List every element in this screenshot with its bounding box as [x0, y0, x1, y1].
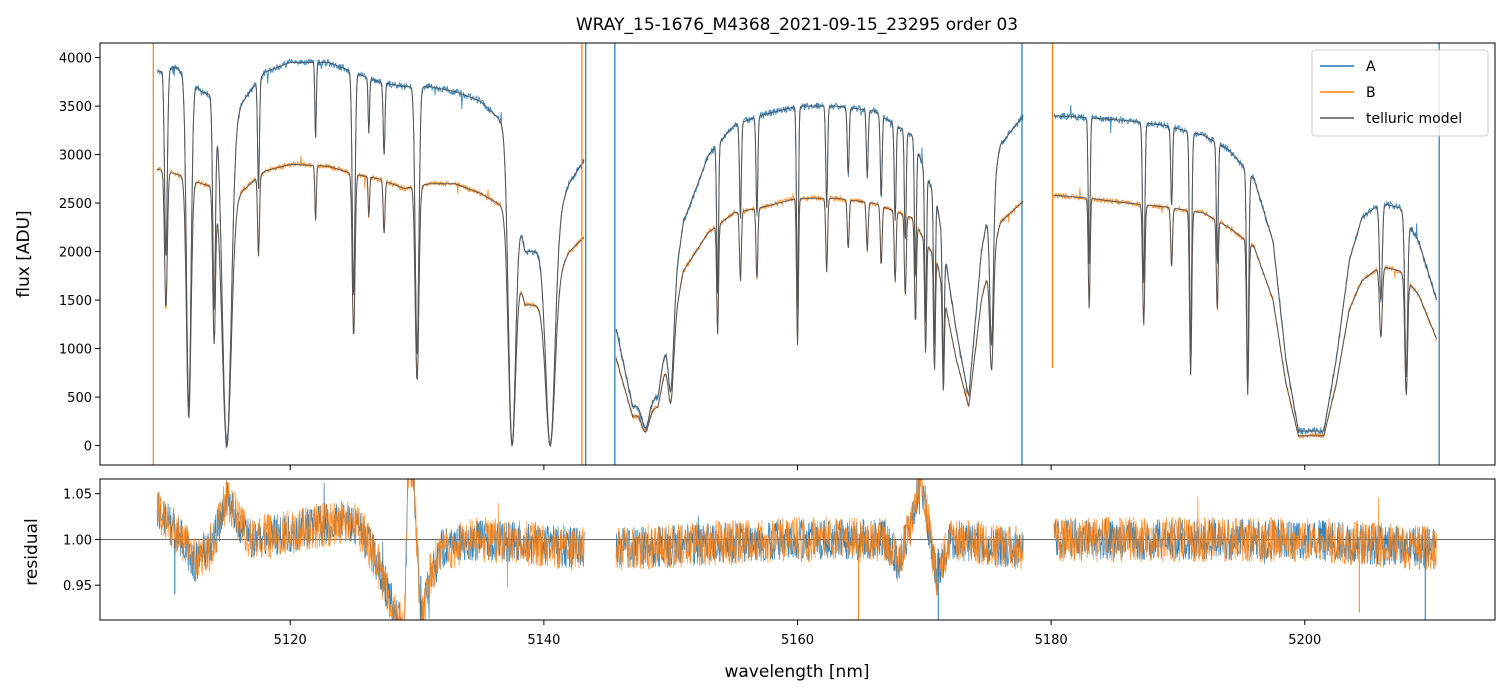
legend: A B telluric model: [1311, 49, 1489, 137]
legend-box: [1311, 49, 1489, 137]
residual-plot-area: [100, 479, 1495, 620]
residual-y-ticks: 0.95 1.00 1.05: [63, 488, 100, 594]
x-axis-label: wavelength [nm]: [724, 662, 869, 682]
spectrum-plot-area: [152, 43, 1440, 465]
spectrum-ytick-label: 500: [67, 391, 92, 406]
telluric-model-B-segment-2: [1053, 194, 1438, 437]
legend-label-A: A: [1366, 59, 1376, 75]
spectrum-y-ticks: 0 500 1000 1500 2000 2500 3000 3500 4000: [59, 52, 100, 455]
residual-ytick-label: 1.00: [63, 533, 92, 548]
telluric-model-A-segment-1: [615, 105, 1024, 429]
spectrum-telluric-model: [156, 61, 1438, 448]
spectrum-ytick-label: 2500: [59, 197, 92, 212]
residual-xtick-label: 5120: [274, 633, 307, 648]
telluric-model-B-segment-1: [615, 197, 1024, 433]
residual-B-segment-2: [1053, 496, 1437, 571]
residual-panel: 0.95 1.00 1.05 5120 5140 5160 5180 5200 residu…: [22, 478, 1496, 682]
residual-ytick-label: 1.05: [63, 488, 92, 503]
residual-xtick-label: 5180: [1035, 633, 1068, 648]
telluric-model-A-segment-2: [1053, 115, 1438, 432]
residual-B-segment-0: [156, 479, 585, 620]
residual-y-label: residual: [22, 518, 42, 585]
legend-label-B: B: [1366, 85, 1376, 101]
residual-xtick-label: 5140: [527, 633, 560, 648]
legend-label-telluric-model: telluric model: [1366, 111, 1462, 127]
spectrum-ytick-label: 1000: [59, 343, 92, 358]
chart-title: WRAY_15-1676_M4368_2021-09-15_23295 orde…: [576, 15, 1018, 35]
residual-x-ticks: 5120 5140 5160 5180 5200: [274, 620, 1321, 648]
spectrum-ytick-label: 1500: [59, 294, 92, 309]
spectrum-ytick-label: 0: [84, 440, 92, 455]
residual-xtick-label: 5160: [781, 633, 814, 648]
residual-series-B: [156, 479, 1437, 620]
residual-ytick-label: 0.95: [63, 579, 92, 594]
spectrum-ytick-label: 3500: [59, 100, 92, 115]
residual-B-segment-1: [615, 479, 1024, 596]
spectrum-panel: 0 500 1000 1500 2000 2500 3000 3500 4000 flux [A…: [14, 42, 1496, 470]
spectrum-y-label: flux [ADU]: [14, 210, 34, 297]
spectrum-ytick-label: 2000: [59, 246, 92, 261]
residual-A-segment-2: [1053, 518, 1437, 569]
spectrum-x-ticks: [289, 465, 1306, 470]
spectrum-ytick-label: 4000: [59, 52, 92, 67]
residual-xtick-label: 5200: [1288, 633, 1321, 648]
residual-spikes: [174, 539, 1426, 620]
telluric-model-B-segment-0: [156, 163, 585, 448]
spectrum-ytick-label: 3000: [59, 149, 92, 164]
spectrum-spikes: [152, 43, 1440, 465]
